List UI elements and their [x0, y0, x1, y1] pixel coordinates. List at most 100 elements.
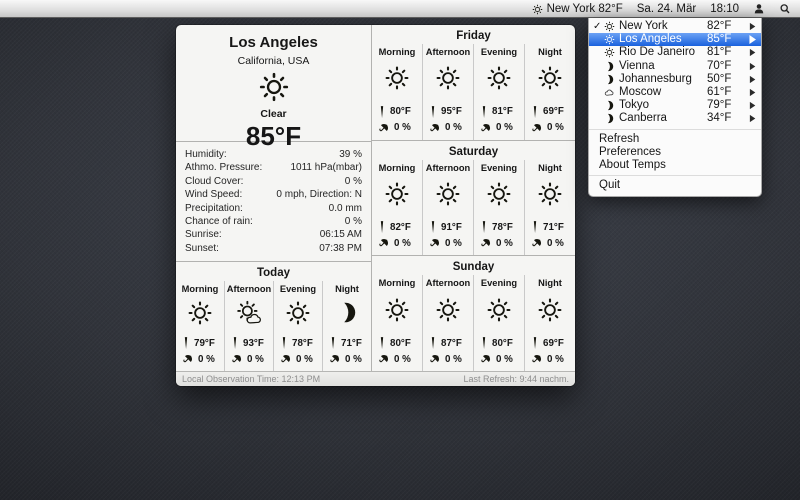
weather-panel: Los Angeles California, USA Clear 85°F H… [176, 25, 575, 386]
detail-row: Athmo. Pressure: 1011 hPa(mbar) [185, 161, 362, 174]
forecast-period: Night 69°F 0 % [524, 44, 575, 140]
detail-value: 0.0 mm [328, 202, 362, 214]
menu-bar: New York 82°F Sa. 24. Mär 18:10 [0, 0, 800, 18]
checkmark-icon: ✓ [593, 21, 602, 32]
city-name: Rio De Janeiro [619, 46, 696, 59]
detail-row: Precipitation: 0.0 mm [185, 202, 362, 215]
cloud-icon [604, 87, 619, 98]
submenu-arrow-icon [749, 101, 757, 110]
period-temperature: 80°F [492, 337, 513, 349]
menubar-status-label: New York 82°F [546, 3, 623, 15]
detail-value: 0 % [344, 215, 362, 227]
period-label: Night [538, 47, 562, 57]
menu-item-city[interactable]: Johannesburg 50°F [589, 73, 761, 86]
umbrella-icon [429, 353, 441, 365]
current-conditions: Los Angeles California, USA Clear 85°F [176, 25, 371, 151]
menu-item-city[interactable]: Vienna 70°F [589, 60, 761, 73]
thermo-icon [480, 105, 488, 119]
period-temperature: 69°F [543, 337, 564, 349]
submenu-arrow-icon [749, 75, 757, 84]
detail-label: Precipitation: [185, 202, 243, 214]
detail-label: Wind Speed: [185, 189, 243, 201]
period-temperature: 78°F [292, 337, 313, 349]
city-temperature: 34°F [707, 112, 732, 125]
detail-row: Chance of rain: 0 % [185, 215, 362, 228]
city-name: Johannesburg [619, 72, 692, 85]
sun-icon [384, 65, 410, 96]
menu-item-quit[interactable]: Quit [589, 179, 761, 192]
detail-value: 1011 hPa(mbar) [290, 162, 362, 174]
period-label: Afternoon [226, 284, 272, 294]
moon-icon [604, 113, 619, 124]
sun-icon [604, 21, 619, 32]
menu-item-city[interactable]: Los Angeles 85°F [589, 33, 761, 47]
detail-label: Sunset: [185, 242, 219, 254]
forecast-period: Afternoon 93°F 0 % [224, 281, 273, 371]
submenu-arrow-icon [749, 22, 757, 31]
menu-item-city[interactable]: Tokyo 79°F [589, 99, 761, 112]
detail-value: 0 % [344, 175, 362, 187]
forecast-period: Afternoon 91°F 0 % [422, 159, 473, 256]
menubar-clock[interactable]: 18:10 [710, 3, 739, 15]
menu-item-city[interactable]: Moscow 61°F [589, 86, 761, 99]
period-rain-chance: 0 % [445, 122, 462, 134]
search-icon[interactable] [779, 3, 791, 15]
thermo-icon [182, 336, 190, 350]
sun-icon [604, 47, 619, 58]
period-label: Evening [480, 278, 518, 289]
detail-label: Cloud Cover: [185, 175, 244, 187]
period-temperature: 81°F [492, 106, 513, 118]
detail-value: 06:15 AM [319, 229, 362, 241]
menubar-date[interactable]: Sa. 24. Mär [636, 3, 697, 15]
period-temperature: 91°F [441, 221, 462, 233]
submenu-arrow-icon [749, 35, 757, 45]
city-name: Moscow [619, 85, 662, 98]
sun-icon [537, 65, 563, 96]
thermo-icon [531, 220, 539, 234]
detail-value: 0 mph, Direction: N [276, 189, 362, 201]
condition-label: Clear [260, 108, 287, 120]
detail-label: Sunrise: [185, 229, 222, 241]
umbrella-icon [531, 237, 543, 249]
sun-icon [187, 300, 213, 331]
panel-city-name: Los Angeles [229, 34, 318, 51]
umbrella-icon [280, 353, 292, 365]
city-dropdown-menu: ✓ New York 82°F Los Angeles 85°F Rio De Janei… [588, 18, 762, 198]
period-label: Evening [480, 162, 518, 173]
sun-icon [435, 65, 461, 96]
moon-icon [604, 100, 619, 111]
menu-item-city[interactable]: Canberra 34°F [589, 112, 761, 125]
menu-item-refresh[interactable]: Refresh [589, 133, 761, 146]
thermo-icon [378, 105, 386, 119]
menubar-weather-status[interactable]: New York 82°F [532, 3, 623, 15]
city-temperature: 70°F [707, 59, 732, 72]
forecast-day-title: Saturday [448, 145, 499, 158]
detail-label: Athmo. Pressure: [185, 162, 263, 174]
detail-row: Sunrise: 06:15 AM [185, 228, 362, 241]
detail-label: Chance of rain: [185, 215, 253, 227]
city-temperature: 50°F [707, 72, 732, 85]
menu-item-preferences[interactable]: Preferences [589, 146, 761, 159]
umbrella-icon [531, 122, 543, 134]
forecast-period: Night 69°F 0 % [524, 275, 575, 372]
city-temperature: 85°F [707, 33, 732, 46]
forecast-period: Morning 79°F 0 % [176, 281, 224, 371]
forecast-period: Afternoon 87°F 0 % [422, 275, 473, 372]
period-rain-chance: 0 % [296, 353, 313, 365]
umbrella-icon [378, 237, 390, 249]
submenu-arrow-icon [749, 62, 757, 71]
period-label: Afternoon [425, 162, 471, 173]
umbrella-icon [480, 122, 492, 134]
menu-item-city[interactable]: Rio De Janeiro 81°F [589, 46, 761, 59]
user-icon[interactable] [753, 3, 765, 15]
forecast-period: Evening 81°F 0 % [473, 44, 524, 140]
forecast-day-title: Sunday [452, 261, 495, 274]
panel-region: California, USA [237, 55, 310, 67]
moon-icon [604, 61, 619, 72]
menu-item-city[interactable]: ✓ New York 82°F [589, 20, 761, 33]
umbrella-icon [378, 353, 390, 365]
detail-row: Humidity: 39 % [185, 148, 362, 161]
umbrella-icon [531, 353, 543, 365]
menu-item-about-temps[interactable]: About Temps [589, 159, 761, 172]
umbrella-icon [429, 237, 441, 249]
